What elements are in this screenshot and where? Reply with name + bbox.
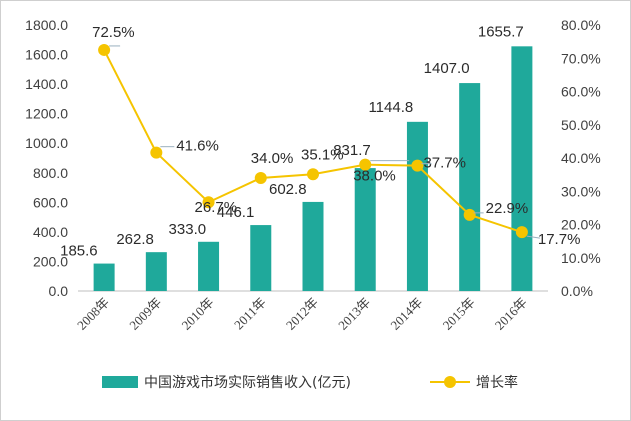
bar (198, 241, 220, 291)
x-tick-label: 2009年 (126, 295, 164, 333)
growth-value-label: 26.7% (195, 199, 238, 216)
y-right-tick-label: 70.0% (561, 50, 601, 66)
y-right-tick-label: 0.0% (561, 283, 593, 299)
growth-marker (515, 226, 528, 239)
growth-value-label: 41.6% (176, 138, 219, 155)
bar-value-label: 831.7 (333, 142, 371, 159)
growth-marker (98, 43, 111, 56)
legend-bar-swatch (102, 376, 138, 388)
y-left-tick-label: 200.0 (33, 253, 68, 269)
legend-line-label: 增长率 (476, 374, 518, 391)
y-left-tick-label: 0.0 (49, 283, 69, 299)
y-right-tick-label: 60.0% (561, 84, 601, 100)
x-tick-label: 2010年 (178, 295, 216, 333)
y-left-tick-label: 1200.0 (25, 106, 68, 122)
bar-value-label: 1407.0 (424, 60, 470, 77)
y-right-tick-label: 50.0% (561, 117, 601, 133)
y-right-tick-label: 30.0% (561, 183, 601, 199)
x-tick-label: 2015年 (440, 295, 478, 333)
growth-marker (307, 168, 319, 181)
bar (302, 201, 324, 291)
y-left-tick-label: 1800.0 (25, 17, 68, 33)
x-tick-label: 2012年 (283, 295, 321, 333)
growth-marker (254, 171, 267, 184)
growth-marker (359, 158, 372, 171)
y-left-tick-label: 600.0 (33, 194, 68, 210)
x-tick-label: 2014年 (387, 295, 425, 333)
leader-line (526, 235, 540, 239)
growth-value-label: 72.5% (92, 24, 135, 41)
y-left-tick-label: 400.0 (33, 224, 68, 240)
x-tick-label: 2013年 (335, 295, 373, 333)
bar-value-label: 602.8 (269, 181, 307, 198)
legend-bar-label: 中国游戏市场实际销售收入(亿元) (144, 374, 351, 391)
y-right-tick-label: 40.0% (561, 150, 601, 166)
bar-value-label: 185.6 (60, 243, 98, 260)
y-left-tick-label: 1000.0 (25, 135, 68, 151)
data-labels: 185.6 262.8 333.0 446.1 602.8 831.7 1144.8 1407… (60, 23, 580, 259)
y-right-tick-label: 20.0% (561, 217, 601, 233)
legend-line-marker (444, 376, 456, 388)
x-tick-label: 2011年 (231, 295, 269, 333)
growth-marker (150, 146, 163, 159)
y-right-tick-label: 80.0% (561, 17, 601, 33)
x-tick-label: 2008年 (74, 295, 112, 333)
growth-value-label: 37.7% (423, 155, 466, 172)
growth-value-label: 35.1% (301, 146, 344, 163)
growth-value-label: 34.0% (251, 150, 294, 167)
bar (250, 225, 272, 291)
line-series (98, 43, 528, 239)
x-tick-label: 2016年 (492, 295, 530, 333)
growth-value-label: 22.9% (486, 200, 529, 217)
growth-value-label: 38.0% (353, 168, 396, 185)
growth-marker (411, 159, 424, 172)
legend: 中国游戏市场实际销售收入(亿元) 增长率 (102, 374, 518, 391)
bar (511, 46, 533, 291)
y-left-tick-label: 1600.0 (25, 47, 68, 63)
bar (406, 121, 428, 291)
bar (459, 83, 481, 292)
y-right-tick-label: 10.0% (561, 250, 601, 266)
bar (145, 252, 167, 291)
bar-value-label: 1144.8 (368, 99, 413, 116)
bar-value-label: 262.8 (116, 231, 154, 248)
bar-value-label: 333.0 (169, 221, 207, 238)
bar-value-label: 1655.7 (478, 23, 524, 40)
y-left-tick-label: 800.0 (33, 165, 68, 181)
bar (93, 263, 115, 291)
bar (354, 168, 376, 291)
y-left-tick-label: 1400.0 (25, 76, 68, 92)
bar-value-label: 446.1 (217, 204, 255, 221)
growth-value-label: 17.7% (538, 231, 581, 248)
growth-marker (202, 196, 215, 209)
growth-marker (463, 208, 476, 221)
